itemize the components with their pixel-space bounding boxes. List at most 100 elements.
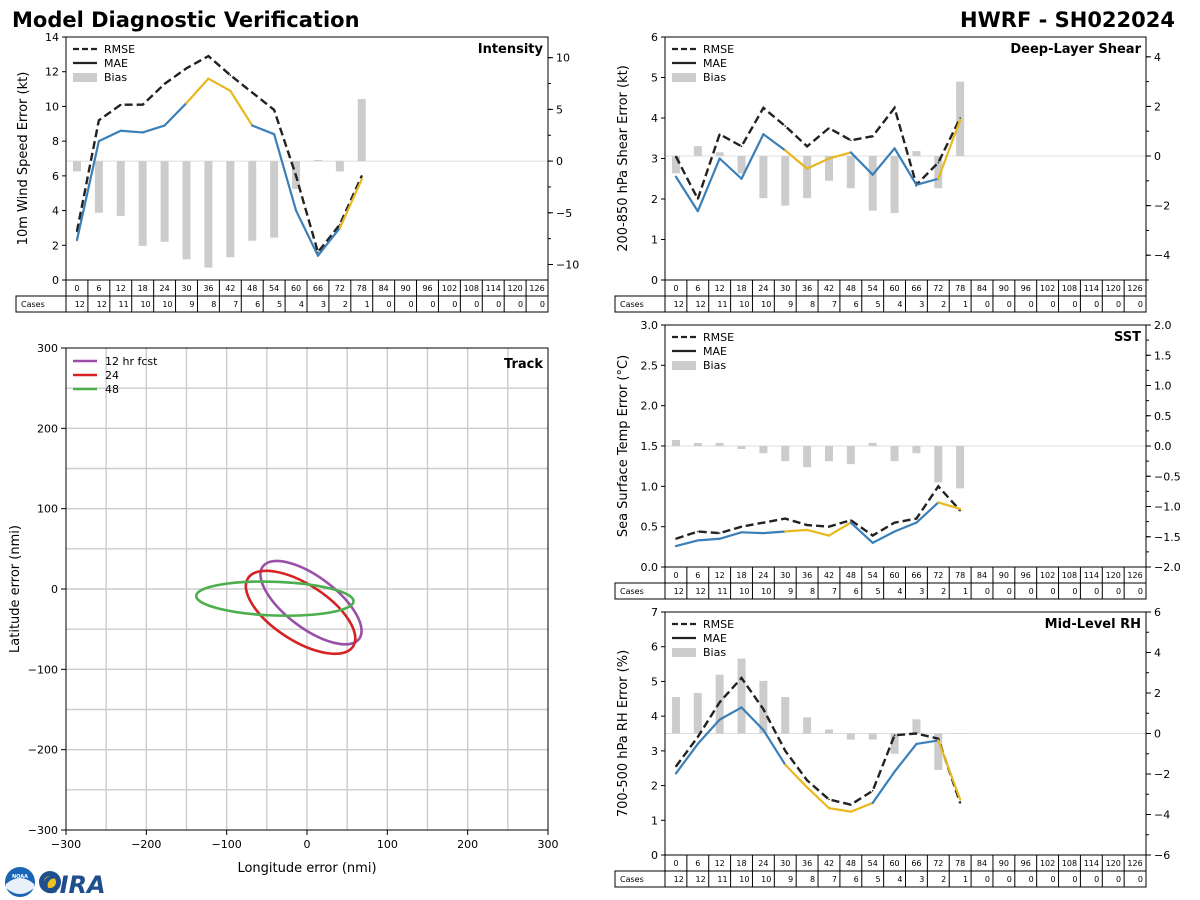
y-tick-label: 0 — [651, 849, 658, 862]
cases-label: Cases — [620, 875, 644, 884]
cira-logo-text: CIRA — [42, 871, 106, 899]
legend-label: MAE — [703, 57, 727, 70]
bias-bar — [956, 733, 965, 734]
y-axis-label: 10m Wind Speed Error (kt) — [16, 72, 31, 246]
hour-cell: 78 — [955, 284, 965, 293]
mae-segment — [75, 140, 100, 242]
hour-cell: 114 — [1084, 859, 1099, 868]
mae-segment — [849, 521, 874, 544]
hour-cell: 78 — [955, 571, 965, 580]
bias-bar — [824, 446, 833, 462]
mae-segment — [674, 175, 699, 213]
y-tick-label: 3.0 — [641, 319, 659, 332]
case-cell: 9 — [788, 875, 793, 884]
y-axis-label: 700-500 hPa RH Error (%) — [616, 650, 631, 817]
mae-segment — [740, 133, 765, 180]
case-cell: 6 — [854, 875, 859, 884]
mae-segment — [893, 742, 918, 773]
case-cell: 7 — [233, 300, 238, 309]
bias-bar — [912, 719, 921, 734]
hour-cell: 84 — [977, 284, 987, 293]
case-cell: 0 — [1116, 875, 1121, 884]
hour-cell: 102 — [1040, 284, 1055, 293]
hour-cell: 72 — [933, 284, 943, 293]
y-tick-label: 300 — [37, 342, 58, 355]
y2-tick-label: −0.5 — [1154, 470, 1181, 483]
rmse-point — [229, 74, 232, 76]
y-tick-label: 1.0 — [641, 480, 659, 493]
case-cell: 0 — [1116, 587, 1121, 596]
y2-tick-label: −10 — [556, 258, 579, 271]
case-cell: 11 — [119, 300, 129, 309]
case-cell: 0 — [1116, 300, 1121, 309]
hour-cell: 6 — [96, 284, 101, 293]
x-tick-label: −100 — [212, 838, 242, 851]
case-cell: 0 — [1138, 587, 1143, 596]
rmse-point — [937, 485, 940, 488]
case-cell: 1 — [963, 587, 968, 596]
rmse-point — [871, 789, 874, 792]
hour-cell: 114 — [1084, 284, 1099, 293]
hour-cell: 30 — [181, 284, 191, 293]
rmse-point — [937, 161, 940, 164]
panel-title: SST — [1114, 330, 1141, 345]
y-axis-label: Sea Surface Temp Error (°C) — [616, 355, 631, 537]
hour-cell: 48 — [846, 284, 856, 293]
bias-bar — [890, 156, 899, 214]
case-cell: 5 — [876, 875, 881, 884]
rmse-point — [718, 133, 721, 135]
bias-bar — [270, 161, 279, 238]
hour-cell: 96 — [1021, 284, 1031, 293]
hour-cell: 18 — [736, 284, 746, 293]
rmse-point — [959, 509, 961, 512]
rmse-point — [718, 532, 721, 534]
bias-bar — [912, 151, 921, 157]
case-cell: 8 — [810, 300, 815, 309]
hour-cell: 66 — [313, 284, 323, 293]
rmse-point — [675, 765, 677, 768]
hour-cell: 102 — [1040, 571, 1055, 580]
hour-cell: 114 — [486, 284, 501, 293]
case-cell: 0 — [452, 300, 457, 309]
hour-cell: 114 — [1084, 571, 1099, 580]
hour-cell: 78 — [357, 284, 367, 293]
hour-cell: 108 — [1062, 571, 1077, 580]
hour-cell: 120 — [1106, 571, 1121, 580]
bias-bar — [226, 161, 235, 258]
rmse-point — [806, 524, 808, 526]
y-tick-label: 12 — [45, 66, 59, 79]
rmse-point — [959, 802, 961, 804]
bias-bar — [182, 161, 191, 260]
case-cell: 11 — [717, 875, 727, 884]
hour-cell: 126 — [1127, 859, 1142, 868]
bias-bar — [693, 442, 702, 446]
y2-tick-label: 2 — [1154, 100, 1161, 113]
case-cell: 2 — [343, 300, 348, 309]
rmse-point — [251, 91, 254, 94]
hour-cell: 0 — [673, 859, 678, 868]
mae-segment — [229, 89, 254, 127]
mae-segment — [784, 528, 809, 533]
mae-segment — [718, 531, 743, 540]
case-cell: 0 — [430, 300, 435, 309]
hour-cell: 54 — [868, 284, 878, 293]
case-cell: 1 — [365, 300, 370, 309]
case-cell: 10 — [739, 875, 749, 884]
y2-tick-label: 4 — [1154, 51, 1161, 64]
mae-segment — [762, 728, 787, 766]
rmse-point — [740, 145, 743, 148]
bias-bar — [846, 156, 855, 189]
hour-cell: 42 — [225, 284, 235, 293]
mae-segment — [893, 147, 918, 186]
y-tick-label: 5 — [651, 72, 658, 85]
mae-segment — [97, 129, 122, 143]
rmse-point — [871, 135, 874, 138]
hour-cell: 90 — [999, 859, 1009, 868]
hour-cell: 96 — [422, 284, 432, 293]
y2-tick-label: 0.0 — [1154, 440, 1172, 453]
rmse-point — [295, 175, 297, 177]
panel-title: Mid-Level RH — [1045, 617, 1141, 632]
y-tick-label: 6 — [651, 641, 658, 654]
